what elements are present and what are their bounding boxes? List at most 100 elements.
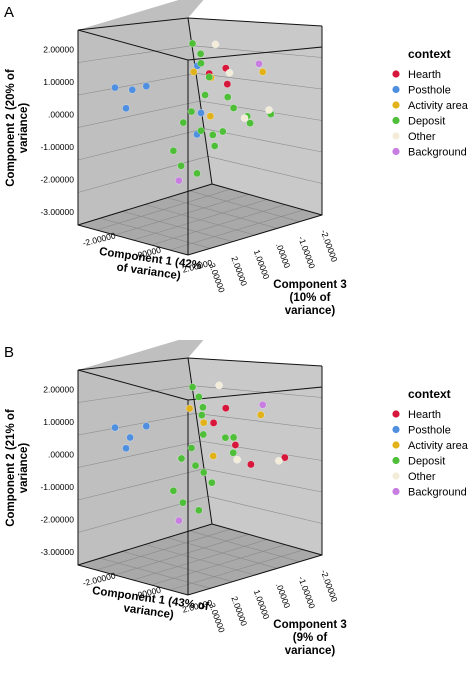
gridline <box>207 496 323 524</box>
z-tick-label: -2.00000 <box>319 568 340 603</box>
data-point-background <box>175 176 183 185</box>
data-points <box>111 381 289 525</box>
z-axis-label-line: (10% of <box>290 292 331 304</box>
legend-marker <box>392 487 400 496</box>
y-tick-label: 2.00000 <box>43 385 74 395</box>
data-point-other <box>225 69 234 77</box>
gridline <box>77 128 205 161</box>
legend-item-label: Background <box>408 487 467 499</box>
data-point-other <box>211 40 220 49</box>
data-point-deposit <box>229 433 238 442</box>
legend-title: context <box>408 387 451 401</box>
data-point-deposit <box>199 468 208 477</box>
data-point-deposit <box>197 59 205 68</box>
z-axis-label-line: variance) <box>285 305 336 317</box>
legend-item-label: Other <box>408 471 436 483</box>
data-point-activity-area <box>199 418 208 427</box>
data-point-activity-area <box>257 411 265 419</box>
data-point-deposit <box>179 118 188 127</box>
z-tick-label: .00000 <box>274 242 292 270</box>
cube-edge <box>187 26 323 215</box>
data-point-deposit <box>169 147 178 155</box>
data-point-posthole <box>128 86 137 94</box>
cube-edge <box>77 29 189 61</box>
gridline <box>77 468 205 501</box>
data-point-hearth <box>209 419 218 427</box>
legend-marker <box>392 116 400 125</box>
data-point-other <box>275 457 283 465</box>
legend-marker <box>392 441 400 449</box>
data-point-other <box>240 114 249 122</box>
data-point-deposit <box>208 478 216 487</box>
gridline <box>77 413 197 436</box>
cube-edge <box>211 183 323 216</box>
cube-edge <box>77 369 189 401</box>
legend-marker <box>392 147 400 156</box>
data-point-hearth <box>222 404 230 412</box>
legend-marker <box>392 472 400 480</box>
data-point-hearth <box>231 441 240 449</box>
legend-item-label: Activity area <box>408 100 469 112</box>
y-tick-label: 1.00000 <box>43 77 74 87</box>
gridline <box>199 100 323 121</box>
y-tick-label: -1.00000 <box>40 142 74 152</box>
legend-item-label: Hearth <box>408 69 441 81</box>
data-point-posthole <box>122 444 130 453</box>
left-wall <box>78 0 212 225</box>
z-tick-label: 1.00000 <box>252 248 272 281</box>
data-point-other <box>215 381 223 390</box>
legend: context Hearth Posthole Activity area Deposi… <box>392 47 469 159</box>
data-point-deposit <box>197 126 205 135</box>
cube-edge <box>211 523 323 556</box>
data-point-deposit <box>195 393 203 401</box>
legend-title: context <box>408 47 451 61</box>
y-axis-label-line: variance) <box>18 443 30 494</box>
data-point-deposit <box>229 104 238 112</box>
data-point-posthole <box>111 423 119 432</box>
z-tick-label: -1.00000 <box>296 575 317 610</box>
data-point-deposit <box>191 461 200 470</box>
data-point-posthole <box>142 422 151 430</box>
legend-marker <box>392 85 400 94</box>
data-point-background <box>175 516 183 525</box>
data-point-posthole <box>197 109 205 117</box>
cube-edge <box>187 366 323 555</box>
legend-item-label: Posthole <box>408 85 451 97</box>
gridline <box>207 156 323 184</box>
data-point-deposit <box>169 487 178 495</box>
data-points <box>111 39 275 185</box>
data-point-other <box>265 106 273 114</box>
y-tick-label: -3.00000 <box>40 207 74 217</box>
data-point-posthole <box>126 433 134 442</box>
data-point-deposit <box>199 430 208 439</box>
gridline <box>77 45 193 63</box>
gridline <box>77 440 201 468</box>
data-point-deposit <box>229 449 237 457</box>
data-point-posthole <box>142 82 151 90</box>
z-tick-label: 3.00000 <box>207 602 227 635</box>
y-axis-label-line: Component 2 (20% of <box>5 69 17 187</box>
y-axis-label: Component 2 (20% ofvariance) <box>5 69 30 187</box>
legend-marker <box>392 456 400 465</box>
y-tick-label: -1.00000 <box>40 482 74 492</box>
gridline <box>203 468 323 493</box>
y-tick-label: 2.00000 <box>43 45 74 55</box>
data-point-deposit <box>179 498 187 507</box>
left-wall <box>78 330 212 565</box>
data-point-deposit <box>246 119 254 127</box>
gridline <box>191 385 323 398</box>
z-axis-label-line: variance) <box>285 645 336 657</box>
data-point-deposit <box>210 142 219 150</box>
data-point-hearth <box>247 460 255 469</box>
data-point-other <box>233 455 241 464</box>
legend-marker <box>392 410 400 418</box>
legend: context Hearth Posthole Activity area Deposi… <box>392 387 469 499</box>
z-tick-label: -2.00000 <box>319 228 340 263</box>
data-point-activity-area <box>189 68 198 76</box>
gridline <box>195 73 323 90</box>
data-point-deposit <box>187 107 196 116</box>
data-point-posthole <box>122 104 130 113</box>
gridline <box>169 209 304 251</box>
data-point-background <box>255 60 263 68</box>
y-tick-label: -3.00000 <box>40 547 74 557</box>
